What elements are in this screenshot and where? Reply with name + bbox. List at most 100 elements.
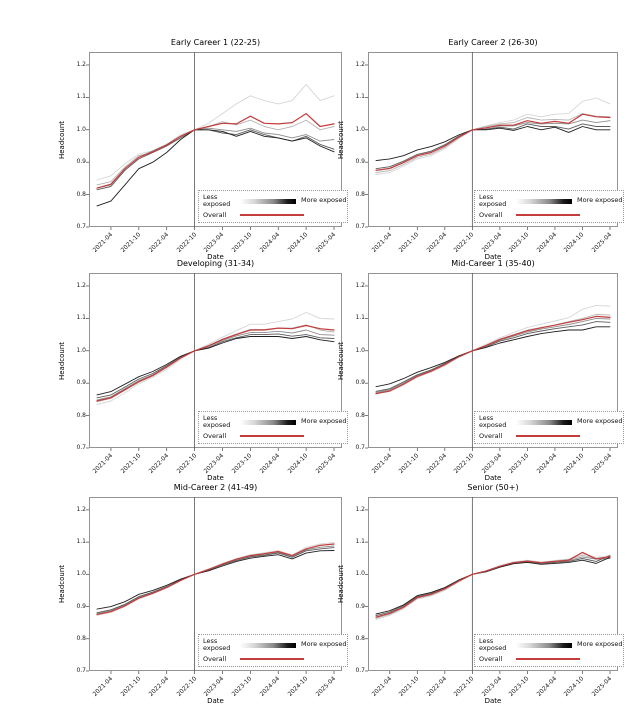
legend-exposure-row: Less exposed More exposed: [479, 413, 623, 430]
y-tick-label: 1.1: [355, 93, 365, 101]
y-tick-label: 0.9: [355, 602, 365, 610]
subplot-6: Senior (50+) Headcount 1.2 1.1 1.0 0.9 0.8 0.…: [337, 483, 624, 705]
y-tick-label: 0.7: [355, 667, 365, 674]
line-chart: [365, 497, 618, 674]
legend-overall-row: Overall: [479, 654, 619, 663]
x-axis-label: Date: [207, 697, 224, 705]
series-line-overall: [96, 324, 335, 402]
plot-border: [368, 52, 618, 227]
series-line-exposed-q2: [96, 119, 335, 186]
subplot-5: Mid-Career 2 (41-49) Headcount 1.2 1.1 1.0…: [58, 483, 348, 705]
y-tick-label: 0.7: [355, 223, 365, 230]
subplot-1: Early Career 1 (22-25) Headcount 1.2 1.1 1…: [58, 38, 348, 261]
legend-exposure-row: Less exposed More exposed: [203, 636, 347, 653]
legend-more-exposed-label: More exposed: [301, 640, 347, 649]
y-tick-label: 0.9: [355, 379, 365, 387]
y-tick-label: 0.8: [355, 634, 365, 642]
series-line-overall: [96, 543, 335, 616]
exposure-gradient-swatch: [516, 419, 572, 425]
y-tick-label: 0.8: [76, 411, 86, 419]
y-tick-label: 0.7: [76, 223, 86, 230]
y-tick-label: 0.9: [76, 379, 86, 387]
legend-more-exposed-label: More exposed: [301, 417, 347, 426]
y-tick-label: 1.0: [76, 346, 86, 354]
plot-border: [89, 273, 342, 448]
series-line-more-exposed-q5: [96, 550, 335, 610]
legend-exposure-row: Less exposed More exposed: [479, 193, 623, 209]
y-tick-label: 1.0: [355, 570, 365, 578]
legend-less-exposed-label: Less exposed: [479, 413, 507, 430]
overall-line-swatch: [240, 214, 304, 217]
y-tick-label: 0.8: [355, 411, 365, 419]
legend-overall-label: Overall: [479, 210, 503, 219]
legend-less-exposed-label: Less exposed: [203, 636, 231, 653]
series-line-less-exposed-q1: [375, 553, 611, 620]
line-chart: [365, 52, 618, 230]
y-tick-label: 1.1: [76, 314, 86, 322]
chart-title: Mid-Career 2 (41-49): [173, 483, 258, 492]
legend-less-exposed-label: Less exposed: [479, 636, 507, 653]
x-axis-label: Date: [484, 474, 502, 482]
y-tick-label: 0.7: [76, 444, 86, 451]
overall-line-swatch: [516, 214, 580, 217]
chart-title: Senior (50+): [467, 483, 519, 492]
y-tick-label: 1.0: [355, 125, 365, 133]
subplot-4: Mid-Career 1 (35-40) Headcount 1.2 1.1 1.0…: [337, 259, 624, 482]
x-axis-label: Date: [207, 253, 224, 261]
legend-less-exposed-label: Less exposed: [203, 413, 231, 430]
y-tick-label: 1.2: [355, 505, 365, 513]
legend-overall-label: Overall: [203, 654, 227, 663]
y-tick-label: 0.8: [76, 190, 86, 198]
overall-line-swatch: [516, 658, 580, 661]
y-axis-label: Headcount: [58, 120, 66, 159]
y-axis-label: Headcount: [58, 341, 66, 380]
plot-border: [368, 273, 618, 448]
y-tick-label: 1.1: [355, 314, 365, 322]
x-axis-label: Date: [484, 253, 502, 261]
series-line-overall: [375, 113, 611, 171]
legend: Less exposed More exposed Overall: [474, 633, 624, 667]
y-tick-label: 1.1: [76, 538, 86, 546]
y-tick-label: 1.1: [76, 93, 86, 101]
y-tick-label: 0.8: [76, 634, 86, 642]
legend-more-exposed-label: More exposed: [301, 196, 347, 205]
y-axis-label: Headcount: [58, 564, 66, 604]
y-axis-label: Headcount: [337, 564, 345, 604]
legend-overall-label: Overall: [203, 431, 227, 440]
series-line-exposed-q2: [375, 554, 611, 619]
exposure-gradient-swatch: [240, 198, 296, 204]
series-line-more-exposed-q5: [375, 556, 611, 615]
y-axis-label: Headcount: [337, 120, 345, 159]
chart-title: Early Career 2 (26-30): [448, 38, 538, 47]
overall-line-swatch: [240, 435, 304, 438]
legend-overall-label: Overall: [479, 431, 503, 440]
legend-more-exposed-label: More exposed: [577, 417, 623, 426]
legend-overall-row: Overall: [479, 431, 619, 440]
legend-overall-label: Overall: [203, 210, 227, 219]
line-chart: [86, 273, 342, 451]
series-line-exposed-q4: [96, 129, 335, 191]
series-line-overall: [375, 315, 611, 395]
series-line-exposed-q4: [96, 333, 335, 399]
series-line-exposed-q4: [375, 555, 611, 617]
series-line-overall: [375, 551, 611, 618]
legend-overall-label: Overall: [479, 654, 503, 663]
y-tick-label: 1.2: [76, 281, 86, 289]
series-line-more-exposed-q5: [375, 126, 611, 162]
legend-more-exposed-label: More exposed: [577, 196, 623, 205]
series-line-exposed-q2: [375, 113, 611, 174]
series-line-exposed-q3: [375, 556, 611, 618]
y-tick-label: 0.9: [76, 602, 86, 610]
line-chart: [365, 273, 618, 451]
series-line-less-exposed-q1: [96, 83, 335, 181]
legend-exposure-row: Less exposed More exposed: [479, 636, 623, 653]
chart-title: Developing (31-34): [176, 259, 255, 268]
legend: Less exposed More exposed Overall: [198, 189, 348, 223]
x-axis-label: Date: [484, 697, 502, 705]
plot-border: [89, 52, 342, 227]
y-tick-label: 0.8: [355, 190, 365, 198]
series-line-exposed-q3: [375, 119, 611, 172]
legend-less-exposed-label: Less exposed: [203, 192, 231, 209]
y-tick-label: 1.0: [76, 125, 86, 133]
